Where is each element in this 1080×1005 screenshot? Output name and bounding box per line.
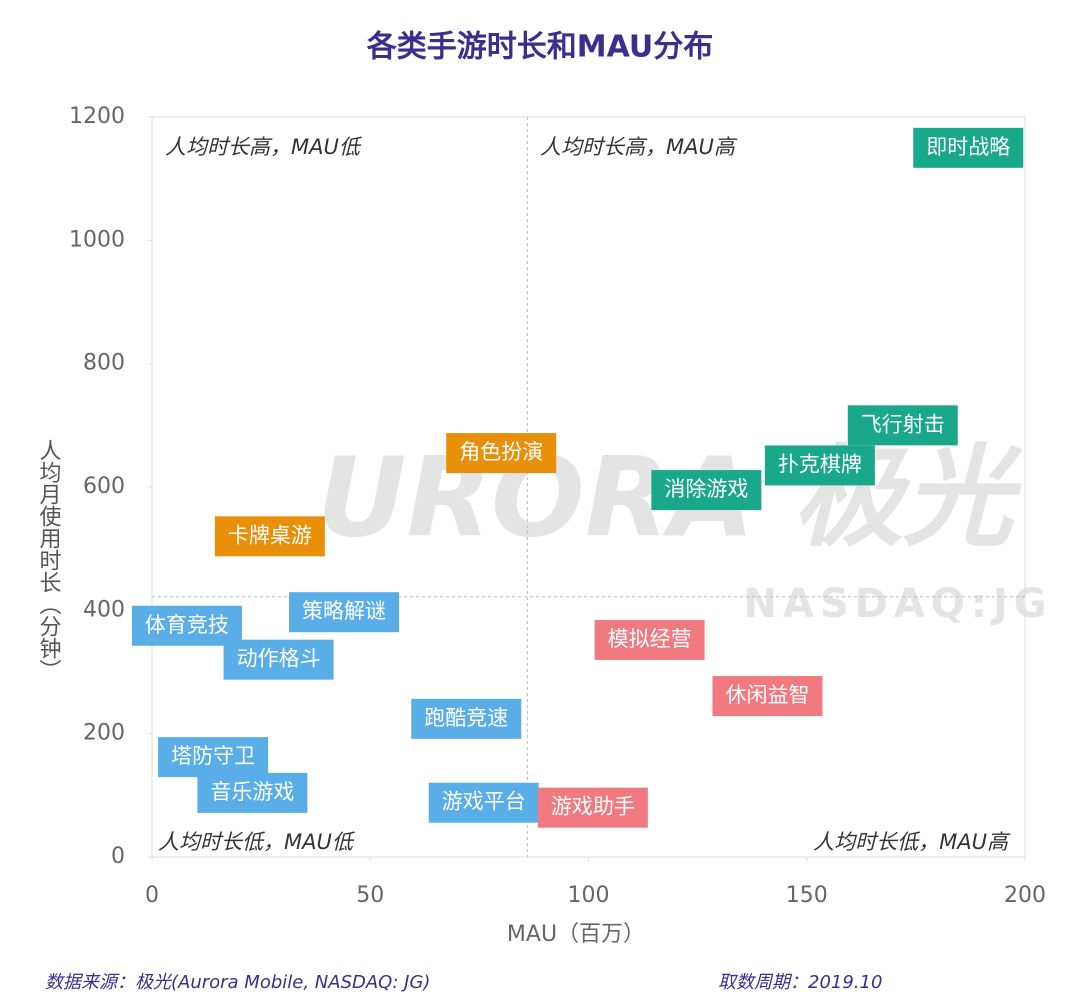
point-label: 动作格斗 <box>237 647 321 671</box>
x-axis-label: MAU（百万） <box>507 922 645 947</box>
point-label: 消除游戏 <box>664 477 748 501</box>
point-box <box>847 405 958 446</box>
point-box <box>537 787 648 828</box>
quadrant-label: 人均时长高，MAU高 <box>540 135 738 159</box>
source-note: 数据来源：极光(Aurora Mobile, NASDAQ: JG) <box>45 972 430 993</box>
point-box <box>712 676 823 717</box>
point-label: 卡牌桌游 <box>228 523 312 547</box>
point-box <box>428 782 539 823</box>
y-axis-label: 人均月使用时长（分钟） <box>36 439 62 681</box>
point-label: 即时战略 <box>926 135 1010 159</box>
point-box <box>913 127 1024 168</box>
point-box <box>214 516 325 557</box>
x-tick-label: 0 <box>145 883 159 908</box>
x-tick-label: 200 <box>1004 883 1046 908</box>
y-tick-label: 400 <box>83 597 125 622</box>
point-label: 塔防守卫 <box>171 744 255 768</box>
period-note: 取数周期：2019.10 <box>718 972 882 993</box>
y-tick-label: 800 <box>83 351 125 376</box>
point-box <box>197 772 308 813</box>
point-label: 体育竞技 <box>145 613 229 637</box>
quadrant-label: 人均时长高，MAU低 <box>165 135 363 159</box>
y-tick-label: 1000 <box>69 227 125 252</box>
y-tick-label: 600 <box>83 474 125 499</box>
point-label: 游戏助手 <box>551 795 635 819</box>
y-tick-label: 200 <box>83 721 125 746</box>
point-label: 休闲益智 <box>725 683 809 707</box>
point-box <box>411 698 522 739</box>
x-tick-label: 150 <box>786 883 828 908</box>
point-box <box>446 433 557 474</box>
y-tick-label: 0 <box>111 844 125 869</box>
point-box <box>158 737 269 778</box>
point-box <box>594 619 705 660</box>
point-label: 扑克棋牌 <box>778 452 862 476</box>
point-box <box>764 445 875 486</box>
chart-title: 各类手游时长和MAU分布 <box>366 30 714 65</box>
point-label: 策略解谜 <box>302 599 386 623</box>
point-label: 音乐游戏 <box>210 780 294 804</box>
quadrant-label: 人均时长低，MAU低 <box>158 830 356 854</box>
point-label: 飞行射击 <box>861 412 945 436</box>
point-label: 角色扮演 <box>459 440 543 464</box>
point-label: 游戏平台 <box>442 790 526 814</box>
point-box <box>223 639 334 680</box>
point-box <box>651 470 762 511</box>
x-tick-label: 100 <box>568 883 610 908</box>
y-tick-label: 1200 <box>69 104 125 129</box>
x-tick-label: 50 <box>356 883 384 908</box>
point-label: 跑酷竞速 <box>424 706 508 730</box>
quadrant-label: 人均时长低，MAU高 <box>813 830 1011 854</box>
watermark-ticker: NASDAQ:JG <box>743 581 1052 627</box>
point-box <box>131 605 242 646</box>
point-box <box>289 592 400 633</box>
point-label: 模拟经营 <box>608 627 692 651</box>
